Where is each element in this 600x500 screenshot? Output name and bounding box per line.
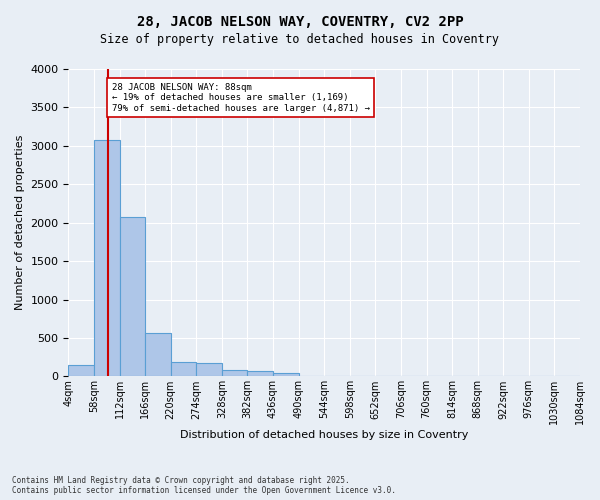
Bar <box>171 362 196 376</box>
Text: Contains HM Land Registry data © Crown copyright and database right 2025.
Contai: Contains HM Land Registry data © Crown c… <box>12 476 396 495</box>
Text: Size of property relative to detached houses in Coventry: Size of property relative to detached ho… <box>101 32 499 46</box>
Bar <box>196 362 222 376</box>
Bar <box>68 365 94 376</box>
Text: 28 JACOB NELSON WAY: 88sqm
← 19% of detached houses are smaller (1,169)
79% of s: 28 JACOB NELSON WAY: 88sqm ← 19% of deta… <box>112 83 370 112</box>
Bar <box>145 334 171 376</box>
Bar <box>119 218 145 376</box>
Text: 28, JACOB NELSON WAY, COVENTRY, CV2 2PP: 28, JACOB NELSON WAY, COVENTRY, CV2 2PP <box>137 15 463 29</box>
Bar <box>94 140 119 376</box>
Y-axis label: Number of detached properties: Number of detached properties <box>15 135 25 310</box>
X-axis label: Distribution of detached houses by size in Coventry: Distribution of detached houses by size … <box>180 430 469 440</box>
Bar <box>273 372 299 376</box>
Bar <box>222 370 247 376</box>
Bar <box>247 372 273 376</box>
